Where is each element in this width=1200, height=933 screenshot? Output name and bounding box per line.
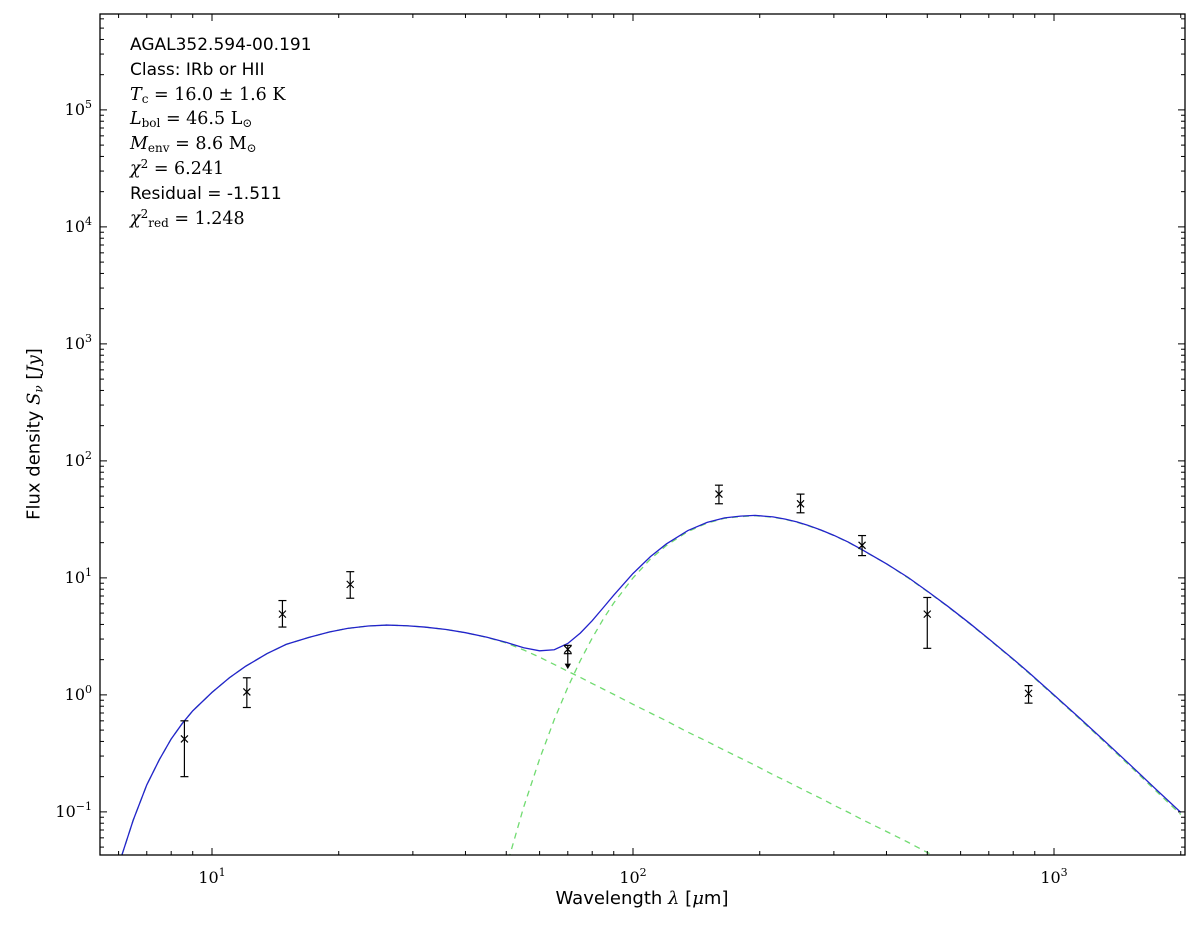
data-point [858, 534, 867, 557]
text-part: AGAL352.594-00.191 [130, 35, 312, 55]
y-tick-label: 103 [65, 332, 92, 353]
x-tick-label: 101 [198, 866, 225, 887]
upper-limit-arrow-icon [564, 663, 571, 670]
data-point [242, 677, 251, 709]
text-part: Class: IRb or HII [130, 59, 265, 80]
text-part: ν [31, 385, 46, 393]
text-part: Flux density [23, 404, 45, 520]
annotation-line: χ2 = 6.241 [130, 157, 312, 182]
y-tick-label: 104 [65, 215, 92, 236]
text-part: χ [130, 208, 141, 229]
data-point [923, 596, 932, 649]
y-axis-label: Flux density Sν [Jy] [23, 348, 46, 520]
x-tick-label: 102 [619, 866, 646, 887]
axis-ticks [100, 14, 1185, 855]
series-total-model [121, 514, 1182, 855]
text-part: = 46.5 L [160, 109, 243, 130]
y-tick-label: 100 [65, 683, 92, 704]
tick-labels: 101 102 103 10−1 100 101 102 103 104 105 [55, 98, 1067, 887]
text-part: ⊙ [242, 116, 253, 131]
x-tick-label: 103 [1040, 866, 1067, 887]
text-part: χ [130, 158, 141, 179]
text-part: c [141, 91, 149, 106]
text-part: Wavelength [555, 888, 669, 909]
text-part: env [147, 141, 170, 156]
text-part: [ [679, 888, 693, 909]
text-part: [ [23, 372, 45, 386]
text-part: T [130, 84, 142, 105]
text-part: red [148, 215, 169, 230]
annotation-block: AGAL352.594-00.191 Class: IRb or HII Tc = … [130, 33, 312, 231]
text-part: = 6.241 [148, 158, 225, 179]
annotation-line: Lbol = 46.5 L⊙ [130, 107, 312, 132]
text-part: ] [23, 348, 45, 356]
annotation-line: Class: IRb or HII [130, 58, 312, 83]
text-part: L [130, 109, 142, 130]
annotation-line: Menv = 8.6 M⊙ [130, 132, 312, 157]
data-point [278, 599, 287, 628]
text-part: Residual = -1.511 [130, 183, 282, 204]
text-part: m] [703, 888, 729, 909]
model-curves [121, 514, 1182, 855]
y-tick-label: 105 [65, 98, 92, 119]
axes-frame [99, 13, 1186, 856]
y-tick-label: 101 [65, 566, 92, 587]
text-part: bol [141, 116, 161, 131]
text-part: 2 [140, 206, 149, 221]
annotation-line: Tc = 16.0 ± 1.6 K [130, 83, 312, 108]
series-cold-component [509, 515, 1182, 855]
text-part: 2 [140, 156, 149, 171]
data-point [796, 493, 805, 514]
text-part: = 16.0 ± 1.6 K [148, 84, 286, 105]
text-part: Jy [23, 355, 45, 373]
text-part: μ [692, 888, 704, 909]
text-part: ⊙ [246, 141, 257, 156]
data-point [563, 644, 572, 670]
text-part: λ [668, 888, 680, 909]
data-point [1024, 685, 1033, 704]
text-part: M [130, 134, 148, 155]
data-point [714, 484, 723, 505]
data-points [180, 484, 1033, 778]
annotation-line: AGAL352.594-00.191 [130, 33, 312, 58]
data-point [346, 571, 355, 599]
y-tick-label: 102 [65, 449, 92, 470]
annotation-line: χ2red = 1.248 [130, 207, 312, 232]
text-part: = 8.6 M [169, 134, 247, 155]
text-part: = 1.248 [168, 208, 245, 229]
y-tick-label: 10−1 [55, 800, 92, 821]
text-part: S [23, 392, 45, 405]
annotation-line: Residual = -1.511 [130, 182, 312, 207]
data-point [180, 720, 189, 778]
x-axis-label: Wavelength λ [μm] [556, 888, 729, 909]
